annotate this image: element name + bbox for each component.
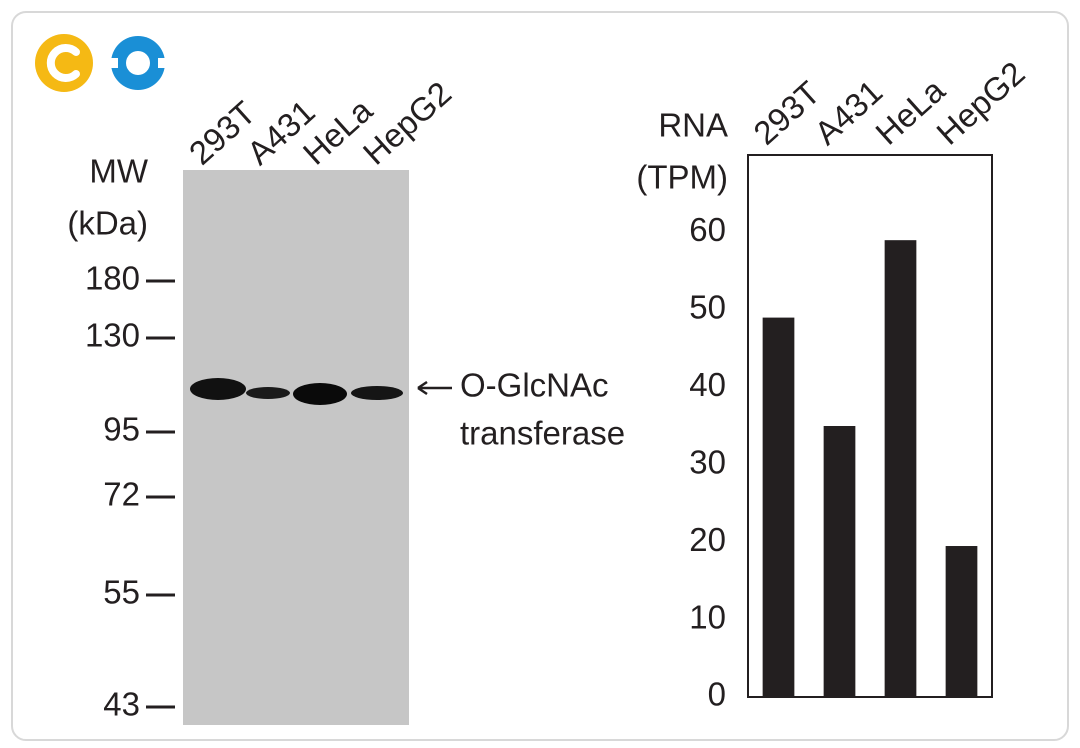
y-tick-label: 50 bbox=[689, 289, 726, 326]
plot-frame bbox=[747, 154, 993, 698]
blot-membrane bbox=[183, 170, 409, 725]
y-axis-label: (TPM) bbox=[636, 159, 728, 196]
marker-label: 130 bbox=[85, 317, 140, 354]
logo-notch bbox=[158, 58, 168, 68]
mw-label: (kDa) bbox=[67, 205, 148, 242]
y-tick-label: 60 bbox=[689, 211, 726, 248]
band bbox=[351, 386, 403, 400]
band bbox=[190, 378, 246, 400]
bar bbox=[884, 240, 917, 697]
band-label: transferase bbox=[460, 415, 625, 452]
logo-c bbox=[46, 44, 80, 82]
marker-label: 72 bbox=[103, 476, 140, 513]
y-tick-label: 10 bbox=[689, 598, 726, 635]
marker-label: 55 bbox=[103, 574, 140, 611]
bar bbox=[945, 546, 978, 697]
band-arrow bbox=[417, 380, 452, 396]
bar bbox=[762, 317, 795, 697]
logo bbox=[35, 34, 168, 92]
band-label: O-GlcNAc bbox=[460, 367, 609, 404]
logo-notch bbox=[108, 58, 118, 68]
y-tick-label: 20 bbox=[689, 521, 726, 558]
y-tick-label: 40 bbox=[689, 366, 726, 403]
marker-label: 43 bbox=[103, 686, 140, 723]
logo-yellow bbox=[35, 34, 93, 92]
marker-label: 95 bbox=[103, 411, 140, 448]
y-tick-label: 30 bbox=[689, 443, 726, 480]
y-tick-label: 0 bbox=[708, 676, 726, 713]
bar bbox=[823, 426, 856, 697]
y-axis-label: RNA bbox=[658, 107, 728, 144]
band bbox=[293, 383, 347, 405]
bands bbox=[190, 378, 403, 405]
logo-blue-inner bbox=[126, 51, 150, 75]
mw-label: MW bbox=[89, 153, 148, 190]
marker-label: 180 bbox=[85, 260, 140, 297]
band bbox=[246, 387, 290, 399]
